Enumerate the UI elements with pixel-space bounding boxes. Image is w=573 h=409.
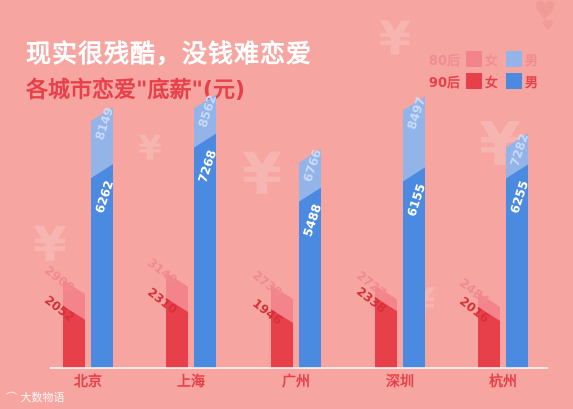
bar-female-90	[478, 306, 500, 368]
yen-icon: ¥	[379, 12, 411, 66]
legend-row-90: 90后 女 男	[420, 70, 544, 92]
legend-group-80: 80后	[428, 53, 460, 69]
legend-label-male-80: 男	[525, 53, 539, 69]
yen-icon: ¥	[138, 129, 162, 169]
heart-icon: ♥	[533, 0, 556, 27]
bar-female-90	[166, 297, 188, 368]
bar-female-90	[271, 309, 293, 368]
legend: 80后 女 男 90后 女 男	[420, 48, 544, 92]
page-title: 现实很残酷，没钱难恋爱	[26, 39, 313, 68]
category-label: 杭州	[489, 373, 517, 390]
category-label: 上海	[177, 373, 205, 390]
yen-icon: ¥	[33, 217, 66, 273]
legend-label-male-90: 男	[525, 75, 539, 91]
legend-swatch-male-80	[506, 51, 523, 67]
bar-male-90	[506, 164, 528, 368]
legend-swatch-male-90	[506, 73, 523, 89]
legend-swatch-female-80	[466, 51, 482, 67]
watermark-text: 大数物语	[20, 391, 65, 404]
page-subtitle: 各城市恋爱"底薪"(元)	[26, 78, 246, 103]
category-label: 广州	[282, 373, 310, 390]
data-label-female-80: 2739	[250, 268, 285, 300]
category-label: 深圳	[386, 373, 414, 390]
legend-row-80: 80后 女 男	[420, 48, 544, 70]
bar-female-90	[63, 305, 85, 368]
watermark-logo-icon: ⌒	[6, 391, 17, 404]
bar-male-90	[91, 164, 113, 368]
bar-male-90	[403, 167, 425, 368]
bar-male-90	[194, 133, 216, 368]
bar-female-90	[375, 297, 397, 368]
legend-group-90: 90后	[428, 75, 460, 91]
category-label: 北京	[74, 373, 102, 390]
data-label-female-80: 3148	[145, 256, 180, 288]
bars-layer	[63, 94, 528, 368]
legend-label-female-90: 女	[485, 75, 499, 91]
background-decor: ¥¥¥¥¥¥♥♥	[33, 0, 556, 325]
bar-male-90	[299, 187, 321, 368]
legend-label-female-80: 女	[485, 53, 499, 69]
heart-icon: ♥	[542, 18, 555, 34]
watermark: ⌒ 大数物语	[6, 389, 65, 405]
yen-icon: ¥	[242, 140, 282, 208]
legend-swatch-female-90	[466, 73, 482, 89]
